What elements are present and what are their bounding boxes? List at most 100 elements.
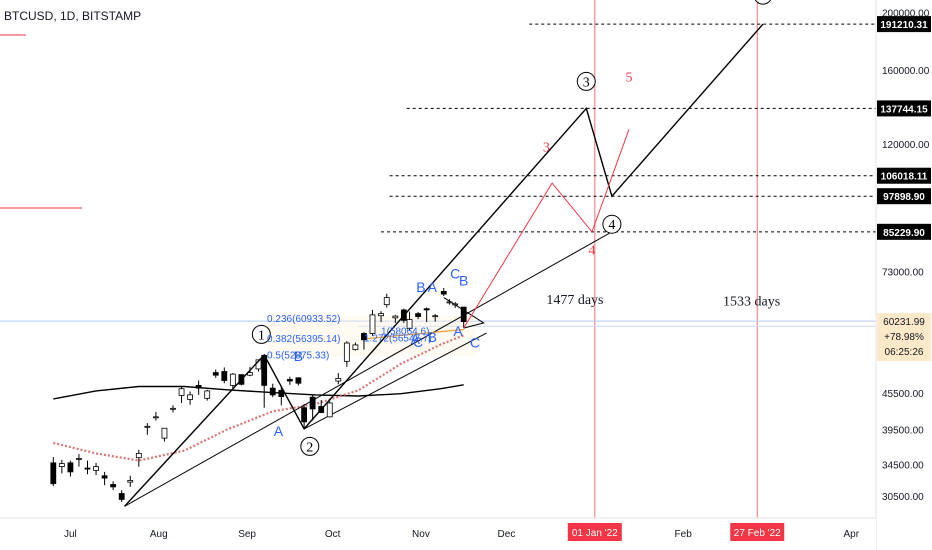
candle-body bbox=[118, 493, 125, 500]
x-tick-label: Oct bbox=[325, 529, 341, 540]
ema-line bbox=[53, 334, 465, 462]
x-tick-label: Feb bbox=[675, 529, 693, 540]
x-highlight-label: 27 Feb '22 bbox=[734, 528, 781, 539]
price-tag-label: 97898.90 bbox=[883, 192, 925, 203]
x-tick-label: Nov bbox=[412, 529, 430, 540]
candle-body bbox=[295, 377, 302, 384]
wave-label-circle bbox=[754, 0, 772, 5]
change-label: +78.98% bbox=[884, 332, 924, 343]
candle-body bbox=[369, 314, 376, 334]
price-tag-bg bbox=[877, 223, 931, 240]
wave-label-alt: 4 bbox=[588, 244, 595, 259]
days-annotation: 1533 days bbox=[723, 294, 780, 309]
wave-label-abc: A bbox=[274, 423, 284, 439]
candle-body bbox=[352, 344, 359, 351]
price-tag-bg bbox=[877, 188, 931, 205]
time-axis bbox=[0, 518, 876, 550]
candle-body bbox=[326, 402, 333, 418]
wave-label-abc: A bbox=[411, 331, 421, 347]
fib-level-label: 1.272(56547.7) bbox=[364, 333, 432, 344]
x-tick-label: Jul bbox=[64, 529, 77, 540]
fib-connector-line bbox=[363, 328, 464, 340]
candle-body bbox=[152, 416, 159, 419]
candle-body bbox=[93, 466, 99, 471]
candle-body bbox=[378, 313, 384, 317]
candle-body bbox=[301, 407, 308, 423]
candle-body bbox=[110, 484, 117, 488]
wave-label-circle bbox=[251, 324, 271, 344]
y-tick-label: 39500.00 bbox=[882, 426, 924, 437]
wave-label-circle bbox=[576, 71, 596, 91]
candle-body bbox=[446, 301, 453, 304]
y-tick-label: 120000.00 bbox=[882, 140, 930, 151]
price-tag-bg bbox=[877, 100, 931, 117]
wave-label-alt: 3 bbox=[543, 140, 550, 155]
wave-label-abc: B bbox=[294, 348, 303, 364]
wave-label-abc: A bbox=[453, 323, 463, 339]
wave-label-abc: C bbox=[470, 335, 480, 351]
wave-label: 4 bbox=[608, 218, 615, 233]
days-annotation: 1477 days bbox=[546, 293, 603, 308]
candle-body bbox=[278, 389, 285, 397]
candle-body bbox=[343, 342, 350, 362]
price-tag-label: 85229.90 bbox=[883, 228, 925, 239]
y-tick-label: 160000.00 bbox=[882, 66, 930, 77]
candle-body bbox=[261, 355, 268, 386]
candle-body bbox=[423, 308, 430, 311]
x-highlight-bg bbox=[730, 523, 785, 541]
candle-body bbox=[50, 462, 57, 485]
price-tag-bg bbox=[877, 16, 931, 33]
candle-body bbox=[460, 306, 467, 323]
wave-label-abc: A bbox=[428, 279, 438, 295]
candle-body bbox=[76, 458, 82, 460]
candle-body bbox=[415, 313, 422, 317]
fib-level-label: 1(58064.6) bbox=[381, 326, 429, 337]
x-highlight-bg bbox=[567, 523, 622, 541]
price-tag-label: 191210.31 bbox=[880, 20, 928, 31]
candle-body bbox=[178, 388, 185, 396]
candle-body bbox=[101, 475, 108, 479]
x-tick-label: Sep bbox=[238, 529, 256, 540]
price-tag-bg bbox=[877, 167, 931, 184]
candle-body bbox=[392, 315, 399, 319]
wave-label: 3 bbox=[583, 75, 590, 90]
price-tag-label: 106018.11 bbox=[881, 172, 928, 183]
wave-label-abc: B bbox=[459, 272, 468, 288]
candle-body bbox=[212, 372, 219, 376]
wedge-lines bbox=[443, 297, 485, 329]
candle-body bbox=[84, 467, 91, 470]
fib-level-label: 0.5(52875.33) bbox=[267, 351, 329, 362]
candle-body bbox=[229, 373, 236, 386]
wave-label-circle bbox=[300, 436, 320, 456]
wave-label-circle bbox=[602, 214, 622, 234]
candle-body bbox=[195, 384, 202, 389]
y-tick-label: 45500.00 bbox=[882, 389, 924, 400]
fib-level-label: 0.236(60933.52) bbox=[267, 314, 340, 325]
candle-body bbox=[58, 463, 65, 467]
wave-label: 1 bbox=[258, 328, 265, 343]
candle-body bbox=[335, 377, 342, 382]
x-tick-label: Apr bbox=[844, 529, 860, 540]
y-tick-label: 34500.00 bbox=[882, 460, 924, 471]
candle-body bbox=[67, 462, 74, 473]
current-price-tag-bg bbox=[877, 313, 931, 362]
candle-body bbox=[144, 425, 151, 428]
candle-body bbox=[170, 407, 176, 410]
wave-label-abc: C bbox=[413, 334, 423, 350]
x-tick-label: Dec bbox=[498, 529, 516, 540]
wave-label-abc: B bbox=[428, 329, 437, 345]
wave-label-alt: 5 bbox=[626, 70, 633, 85]
price-tag-label: 137744.15 bbox=[880, 104, 928, 115]
sma-line bbox=[53, 384, 464, 400]
candle-body bbox=[161, 427, 168, 439]
candle-body bbox=[361, 333, 367, 341]
trendline bbox=[303, 332, 487, 430]
price-axis bbox=[876, 0, 932, 550]
x-tick-label: Aug bbox=[150, 529, 168, 540]
wave-label-abc: B bbox=[416, 279, 425, 295]
wave-label-abc: C bbox=[450, 265, 460, 281]
wave-label: 2 bbox=[306, 440, 313, 455]
candle-body bbox=[286, 379, 293, 382]
trendline bbox=[124, 231, 613, 507]
